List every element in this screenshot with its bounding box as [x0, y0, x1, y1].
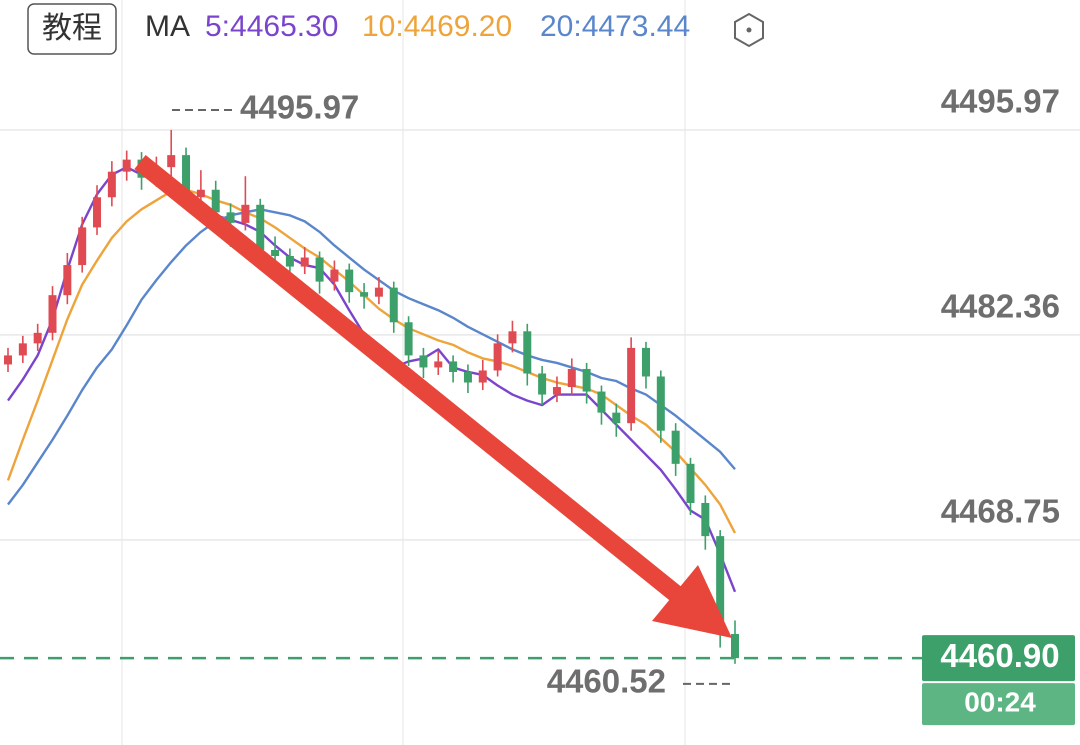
candle-body: [449, 361, 458, 372]
grid: 4495.97 4482.36 4468.75: [0, 83, 1080, 541]
candle-body: [493, 343, 502, 371]
settings-icon[interactable]: [734, 12, 764, 48]
candle-body: [182, 155, 191, 198]
candle-body: [419, 355, 428, 368]
candle-body: [48, 295, 57, 333]
candle-body: [434, 361, 443, 368]
candle-body: [463, 371, 472, 383]
candle-body: [597, 391, 606, 413]
candle-body: [523, 331, 532, 374]
candle-body: [211, 189, 220, 213]
y-tick-label: 4482.36: [941, 288, 1060, 325]
candle-body: [389, 287, 398, 323]
tab-button[interactable]: [27, 3, 117, 55]
candle-body: [33, 332, 42, 344]
candle-body: [196, 189, 205, 198]
countdown-box: [922, 683, 1075, 726]
candle-body: [686, 463, 695, 503]
tab-label[interactable]: 教程: [42, 12, 102, 45]
candle-body: [93, 197, 102, 228]
ma-line: [6, 188, 737, 534]
candle-body: [122, 159, 131, 172]
arrow-head: [652, 565, 732, 638]
candle-body: [508, 331, 517, 344]
candle-body: [63, 265, 72, 296]
candle-body: [374, 287, 383, 297]
candle-body: [627, 347, 636, 424]
candle-body: [478, 370, 487, 383]
candle-body: [345, 269, 354, 293]
candle-body: [271, 249, 280, 257]
countdown-label: 00:24: [964, 686, 1036, 717]
candle-body: [582, 368, 591, 392]
candle-body: [285, 256, 294, 267]
candle-body: [360, 292, 369, 297]
candle-body: [300, 257, 309, 267]
candle-body: [4, 355, 12, 365]
hexagon-dot[interactable]: [746, 27, 752, 33]
ma-legend: 5:4465.30: [205, 10, 338, 43]
candle-body: [404, 322, 413, 356]
candle-body: [671, 430, 680, 464]
candle-body: [226, 212, 235, 223]
ma-legend: 10:4469.20: [362, 10, 512, 43]
candle-body: [701, 502, 710, 537]
overlay: 4495.97 4460.52 4460.90 00:24: [0, 89, 1075, 726]
last-price-box: [922, 635, 1075, 682]
ma-title: MA: [145, 10, 190, 43]
y-tick-label: 4468.75: [941, 493, 1060, 530]
low-marker-label: 4460.52: [547, 663, 666, 700]
y-tick-label: 4495.97: [941, 83, 1060, 120]
ma-legend: 20:4473.44: [540, 10, 690, 43]
candle-body: [18, 343, 27, 356]
candle-body: [567, 368, 576, 388]
candle-body: [256, 204, 265, 250]
hexagon[interactable]: [734, 12, 764, 48]
high-marker-label: 4495.97: [240, 89, 359, 126]
candle-body: [538, 373, 547, 395]
candle-body: [716, 536, 725, 635]
candle-body: [241, 204, 250, 223]
candle-body: [552, 387, 561, 395]
candles: [4, 129, 739, 664]
candle-body: [330, 269, 339, 282]
candle-body: [641, 347, 650, 377]
candle-body: [315, 257, 324, 282]
candle-body: [612, 412, 621, 424]
candle-body: [107, 171, 116, 198]
last-price-label: 4460.90: [940, 637, 1059, 674]
arrow-shaft: [134, 154, 682, 602]
candle-body: [167, 155, 176, 168]
ma-line: [7, 208, 736, 506]
candle-body: [731, 634, 739, 659]
trend-arrow: [134, 154, 732, 638]
ma-lines: [6, 165, 737, 593]
candle-body: [78, 227, 87, 266]
candle-body: [656, 376, 665, 431]
